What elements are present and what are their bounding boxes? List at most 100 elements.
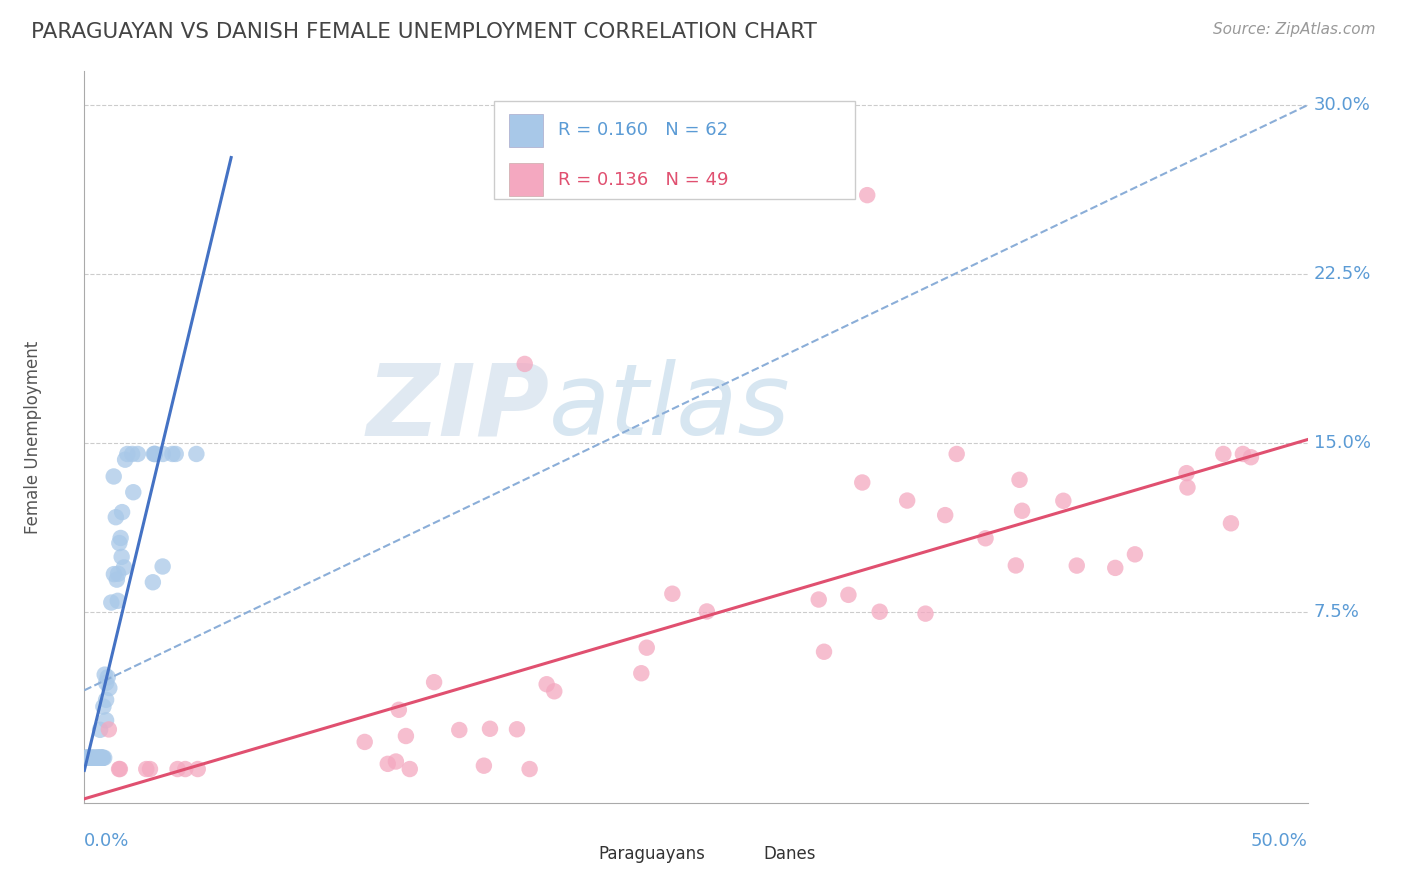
Text: R = 0.160   N = 62: R = 0.160 N = 62 <box>558 121 728 139</box>
Point <box>398 762 420 776</box>
Point <box>152 447 174 461</box>
Point <box>395 729 418 743</box>
Point <box>100 595 122 609</box>
Point <box>1104 561 1126 575</box>
Text: 50.0%: 50.0% <box>1251 832 1308 850</box>
Point <box>94 714 117 728</box>
Point <box>93 699 115 714</box>
Text: 22.5%: 22.5% <box>1313 265 1371 283</box>
Point <box>90 751 112 765</box>
Point <box>97 670 120 684</box>
FancyBboxPatch shape <box>509 114 543 146</box>
Text: atlas: atlas <box>550 359 790 457</box>
Point <box>166 762 188 776</box>
Point <box>187 762 209 776</box>
Point <box>449 723 471 737</box>
Point <box>87 751 110 765</box>
Point <box>1175 466 1198 480</box>
Point <box>636 640 658 655</box>
Point <box>76 751 98 765</box>
Point <box>661 587 683 601</box>
Point <box>1066 558 1088 573</box>
Point <box>186 447 208 461</box>
Point <box>76 751 98 765</box>
Point <box>89 723 111 737</box>
Point <box>80 751 103 765</box>
Point <box>91 751 114 765</box>
Point <box>377 756 399 771</box>
Point <box>165 447 187 461</box>
Point <box>1011 504 1033 518</box>
Point <box>506 723 529 737</box>
Point <box>1123 547 1146 561</box>
Point <box>696 604 718 618</box>
Text: PARAGUAYAN VS DANISH FEMALE UNEMPLOYMENT CORRELATION CHART: PARAGUAYAN VS DANISH FEMALE UNEMPLOYMENT… <box>31 22 817 42</box>
Point <box>174 762 197 776</box>
Point <box>91 751 114 765</box>
Point <box>117 447 139 461</box>
Point <box>388 703 411 717</box>
Point <box>869 605 891 619</box>
FancyBboxPatch shape <box>494 101 855 200</box>
Point <box>83 751 105 765</box>
Point <box>851 475 873 490</box>
Point <box>807 592 830 607</box>
Point <box>114 452 136 467</box>
FancyBboxPatch shape <box>727 842 754 866</box>
Point <box>122 485 145 500</box>
Point <box>974 531 997 545</box>
Point <box>896 493 918 508</box>
Point <box>84 751 107 765</box>
Point <box>79 751 101 765</box>
Point <box>77 751 100 765</box>
Point <box>139 762 162 776</box>
Point <box>934 508 956 522</box>
Point <box>135 762 157 776</box>
Point <box>423 675 446 690</box>
Text: 30.0%: 30.0% <box>1313 96 1371 114</box>
Point <box>104 510 127 524</box>
Point <box>80 751 103 765</box>
Point <box>1232 447 1254 461</box>
Point <box>96 676 118 690</box>
Point <box>142 575 165 590</box>
Point <box>111 549 134 564</box>
Point <box>90 751 112 765</box>
Point <box>143 447 166 461</box>
Point <box>478 722 501 736</box>
Point <box>76 751 98 765</box>
Point <box>83 751 105 765</box>
Point <box>83 751 105 765</box>
Point <box>513 357 536 371</box>
Point <box>97 723 120 737</box>
Point <box>519 762 541 776</box>
Point <box>1219 516 1241 531</box>
Point <box>543 684 565 698</box>
Point <box>108 762 131 776</box>
Point <box>837 588 859 602</box>
Point <box>80 751 103 765</box>
Text: ZIP: ZIP <box>366 359 550 457</box>
Point <box>87 751 110 765</box>
Point <box>89 751 111 765</box>
Point <box>93 751 115 765</box>
Point <box>112 560 135 574</box>
Point <box>107 566 129 581</box>
Point <box>1240 450 1263 465</box>
Point <box>87 751 110 765</box>
Point <box>945 447 967 461</box>
Text: 7.5%: 7.5% <box>1313 602 1360 621</box>
Point <box>353 735 375 749</box>
Text: Female Unemployment: Female Unemployment <box>24 341 42 533</box>
Point <box>127 447 149 461</box>
Point <box>107 594 129 608</box>
FancyBboxPatch shape <box>509 163 543 196</box>
Point <box>105 573 128 587</box>
Text: 15.0%: 15.0% <box>1313 434 1371 451</box>
Point <box>1008 473 1031 487</box>
FancyBboxPatch shape <box>561 842 588 866</box>
Point <box>108 762 131 776</box>
Point <box>142 447 165 461</box>
Point <box>1212 447 1234 461</box>
Point <box>121 447 143 461</box>
